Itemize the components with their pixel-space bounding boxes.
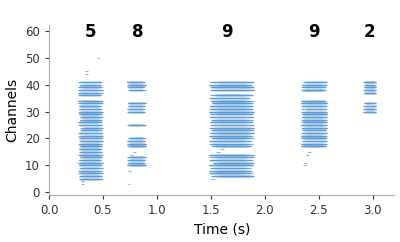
Text: 2: 2 [364,23,376,41]
Y-axis label: Channels: Channels [6,78,20,142]
Text: 8: 8 [132,23,143,41]
Text: 5: 5 [84,23,96,41]
X-axis label: Time (s): Time (s) [194,222,250,236]
Text: 9: 9 [308,23,319,41]
Text: 9: 9 [221,23,233,41]
